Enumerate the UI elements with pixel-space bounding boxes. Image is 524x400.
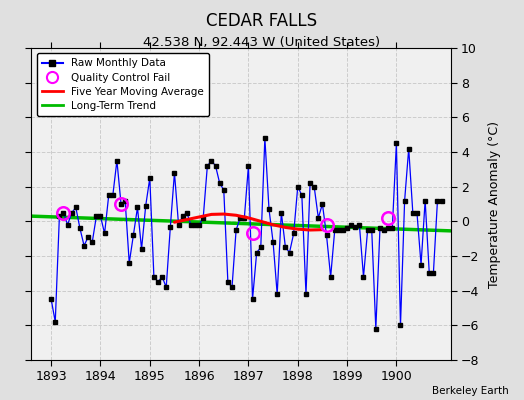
Text: 42.538 N, 92.443 W (United States): 42.538 N, 92.443 W (United States)	[144, 36, 380, 49]
Text: Berkeley Earth: Berkeley Earth	[432, 386, 508, 396]
Legend: Raw Monthly Data, Quality Control Fail, Five Year Moving Average, Long-Term Tren: Raw Monthly Data, Quality Control Fail, …	[37, 53, 209, 116]
Y-axis label: Temperature Anomaly (°C): Temperature Anomaly (°C)	[488, 120, 501, 288]
Text: CEDAR FALLS: CEDAR FALLS	[206, 12, 318, 30]
